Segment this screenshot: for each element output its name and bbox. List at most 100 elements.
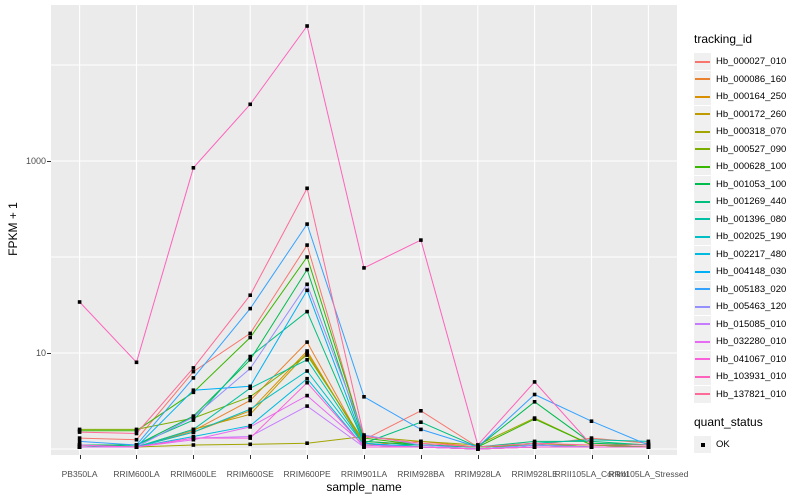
data-point <box>419 420 423 424</box>
data-point <box>248 395 252 399</box>
y-tick-mark <box>47 161 51 162</box>
data-point <box>248 442 252 447</box>
legend-key-box <box>694 88 711 106</box>
data-point <box>419 441 423 445</box>
data-point <box>248 436 252 440</box>
line-swatch <box>695 148 710 151</box>
x-tick-label: RRIM600LE <box>170 469 217 479</box>
x-tick-label: RRIM600PE <box>283 469 331 479</box>
legend-key-box <box>694 105 711 123</box>
data-point <box>191 390 196 395</box>
legend-key-box <box>694 228 711 246</box>
data-point <box>248 386 252 390</box>
data-point <box>248 366 252 371</box>
legend-item: Hb_032280_010 <box>694 333 786 351</box>
legend-label: Hb_002025_190 <box>716 231 787 243</box>
line-swatch <box>695 60 710 63</box>
legend-key-box <box>694 280 711 298</box>
line-swatch <box>695 253 710 256</box>
data-point <box>419 409 423 413</box>
data-point <box>134 360 139 365</box>
legend-item: Hb_000027_010 <box>694 53 786 71</box>
legend-items: Hb_000027_010 Hb_000086_160 Hb_000164_250 H… <box>694 53 786 403</box>
line-swatch <box>695 183 710 186</box>
line-swatch <box>695 305 710 308</box>
legend-item: Hb_005463_120 <box>694 298 786 316</box>
plot-panel <box>51 5 677 455</box>
legend: tracking_id Hb_000027_010 Hb_000086_160 Hb… <box>694 32 786 454</box>
data-point <box>419 427 423 432</box>
x-axis-title: sample_name <box>326 480 402 494</box>
data-point <box>532 392 537 397</box>
x-tick-label: RRIM928BA <box>397 469 445 479</box>
data-point <box>646 439 651 444</box>
data-point <box>532 380 537 384</box>
legend-key-box <box>694 263 711 281</box>
legend-title-tracking-id: tracking_id <box>694 32 753 46</box>
data-point <box>248 384 252 389</box>
legend-key-box <box>694 70 711 88</box>
legend-key-box <box>694 123 711 141</box>
data-point <box>589 437 594 442</box>
legend-key-box <box>694 315 711 333</box>
legend-label: Hb_137821_010 <box>716 388 787 400</box>
x-tick-label: RRII105LA_Control <box>554 469 629 479</box>
legend-label: Hb_000527_090 <box>716 143 787 155</box>
x-tick-mark <box>136 455 138 459</box>
data-point <box>305 353 309 357</box>
line-swatch <box>695 130 710 133</box>
data-point <box>191 427 196 432</box>
data-point <box>134 445 139 449</box>
data-point <box>248 293 252 297</box>
data-point <box>476 445 480 449</box>
legend-key-box <box>694 368 711 386</box>
line-swatch <box>695 288 710 291</box>
legend-key-box <box>694 350 711 368</box>
legend-label: Hb_000318_070 <box>716 126 787 138</box>
legend-item: Hb_000628_100 <box>694 158 786 176</box>
data-point <box>362 266 366 270</box>
data-point <box>305 441 309 445</box>
data-point <box>305 393 309 398</box>
x-tick-label: RRIM928LE <box>511 469 558 479</box>
data-point <box>191 443 196 447</box>
line-swatch <box>695 323 710 326</box>
data-point <box>305 282 309 287</box>
legend-item: Hb_041067_010 <box>694 350 786 369</box>
data-point <box>305 309 309 314</box>
legend-item: Hb_001053_100 <box>694 175 786 194</box>
legend-label: Hb_000628_100 <box>716 161 787 173</box>
legend-item-ok: OK <box>694 436 786 454</box>
legend-item: Hb_137821_010 <box>694 385 787 404</box>
data-point <box>305 24 309 28</box>
data-point <box>476 443 480 447</box>
data-point <box>191 415 196 419</box>
line-swatch <box>695 78 710 81</box>
data-point <box>248 412 252 417</box>
data-point <box>248 335 252 340</box>
x-tick-mark <box>364 455 365 459</box>
data-point <box>589 419 594 423</box>
line-swatch <box>695 95 710 98</box>
legend-key-box <box>694 385 711 403</box>
data-point <box>191 430 196 434</box>
legend-item: Hb_000164_250 <box>694 88 786 106</box>
data-point <box>476 447 480 451</box>
legend-label-ok: OK <box>716 439 730 451</box>
legend-item: Hb_000527_090 <box>694 140 787 159</box>
y-tick-label: 1000 <box>25 155 46 166</box>
plot-svg <box>51 5 677 455</box>
data-point <box>532 445 537 449</box>
legend-item: Hb_103931_010 <box>694 368 786 386</box>
legend-label: Hb_001269_440 <box>716 196 787 208</box>
data-point <box>305 255 309 259</box>
data-point <box>77 436 82 440</box>
legend-label: Hb_005183_020 <box>716 283 787 295</box>
legend-item: Hb_000086_160 <box>694 70 786 89</box>
legend-label: Hb_000027_010 <box>716 56 787 68</box>
line-swatch <box>695 393 710 396</box>
line-swatch <box>695 218 710 221</box>
data-point <box>77 443 82 447</box>
data-point <box>305 351 309 355</box>
data-point <box>419 238 423 242</box>
